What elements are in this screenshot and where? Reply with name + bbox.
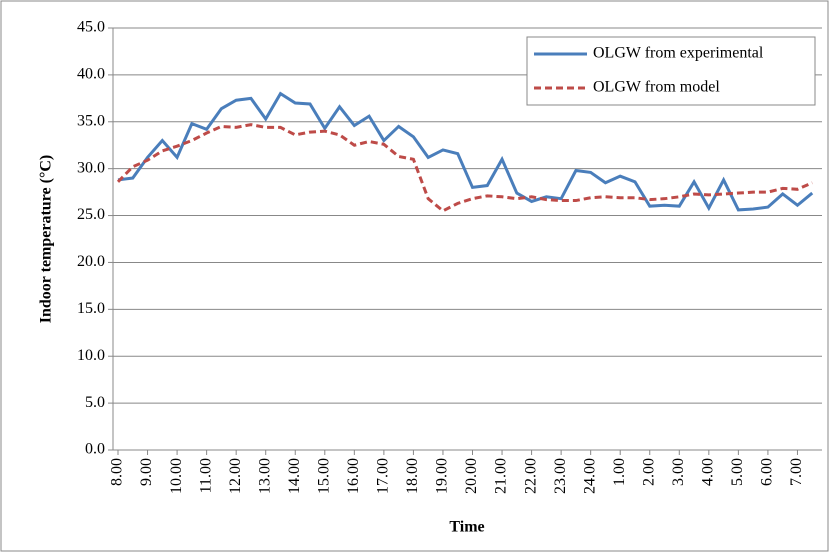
x-tick-label: 21.00	[493, 458, 510, 494]
x-tick-label: 12.00	[227, 458, 244, 494]
legend-label: OLGW from experimental	[593, 45, 764, 62]
x-tick-label: 6.00	[759, 458, 776, 486]
x-tick-label: 2.00	[640, 458, 657, 486]
y-axis-title: Indoor temperature (°C)	[38, 155, 55, 323]
y-tick-label: 25.0	[77, 206, 105, 223]
x-tick-label: 3.00	[670, 458, 687, 486]
x-tick-label: 9.00	[138, 458, 155, 486]
x-tick-label: 24.00	[581, 458, 598, 494]
x-tick-label: 1.00	[611, 458, 628, 486]
x-tick-label: 10.00	[168, 458, 185, 494]
y-tick-label: 45.0	[77, 19, 105, 36]
series-line	[117, 91, 814, 212]
x-tick-label: 7.00	[788, 458, 805, 486]
series-line	[116, 123, 813, 213]
x-tick-label: 15.00	[315, 458, 332, 494]
y-tick-label: 35.0	[77, 112, 105, 129]
y-tick-label: 5.0	[85, 394, 105, 411]
x-tick-label: 19.00	[434, 458, 451, 494]
x-tick-label: 8.00	[109, 458, 126, 486]
legend-label: OLGW from model	[593, 79, 720, 96]
x-tick-label: 18.00	[404, 458, 421, 494]
x-tick-label: 20.00	[463, 458, 480, 494]
x-tick-label: 22.00	[522, 458, 539, 494]
legend-box	[526, 36, 816, 106]
x-tick-label: 17.00	[375, 458, 392, 494]
x-tick-label: 23.00	[552, 458, 569, 494]
y-tick-label: 20.0	[77, 253, 105, 270]
x-tick-label: 5.00	[729, 458, 746, 486]
x-tick-label: 16.00	[345, 458, 362, 494]
y-tick-label: 10.0	[77, 347, 105, 364]
x-axis-title: Time	[449, 519, 484, 536]
x-tick-label: 13.00	[256, 458, 273, 494]
y-tick-label: 40.0	[77, 66, 105, 83]
x-tick-label: 4.00	[700, 458, 717, 486]
x-tick-label: 14.00	[286, 458, 303, 494]
y-tick-label: 30.0	[77, 159, 105, 176]
x-tick-label: 11.00	[197, 458, 214, 493]
y-tick-label: 15.0	[77, 300, 105, 317]
y-tick-label: 0.0	[85, 441, 105, 458]
